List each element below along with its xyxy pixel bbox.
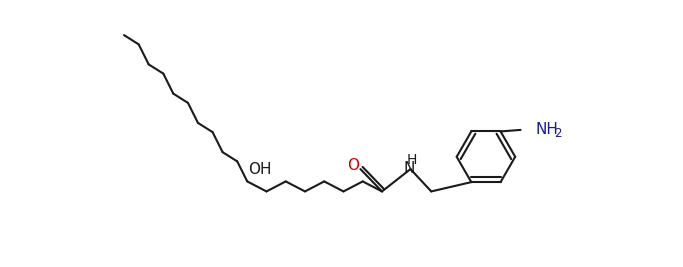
Text: OH: OH <box>249 162 272 176</box>
Text: N: N <box>403 161 415 176</box>
Text: O: O <box>347 158 359 173</box>
Text: H: H <box>407 153 417 167</box>
Text: 2: 2 <box>555 127 562 140</box>
Text: NH: NH <box>536 122 559 137</box>
